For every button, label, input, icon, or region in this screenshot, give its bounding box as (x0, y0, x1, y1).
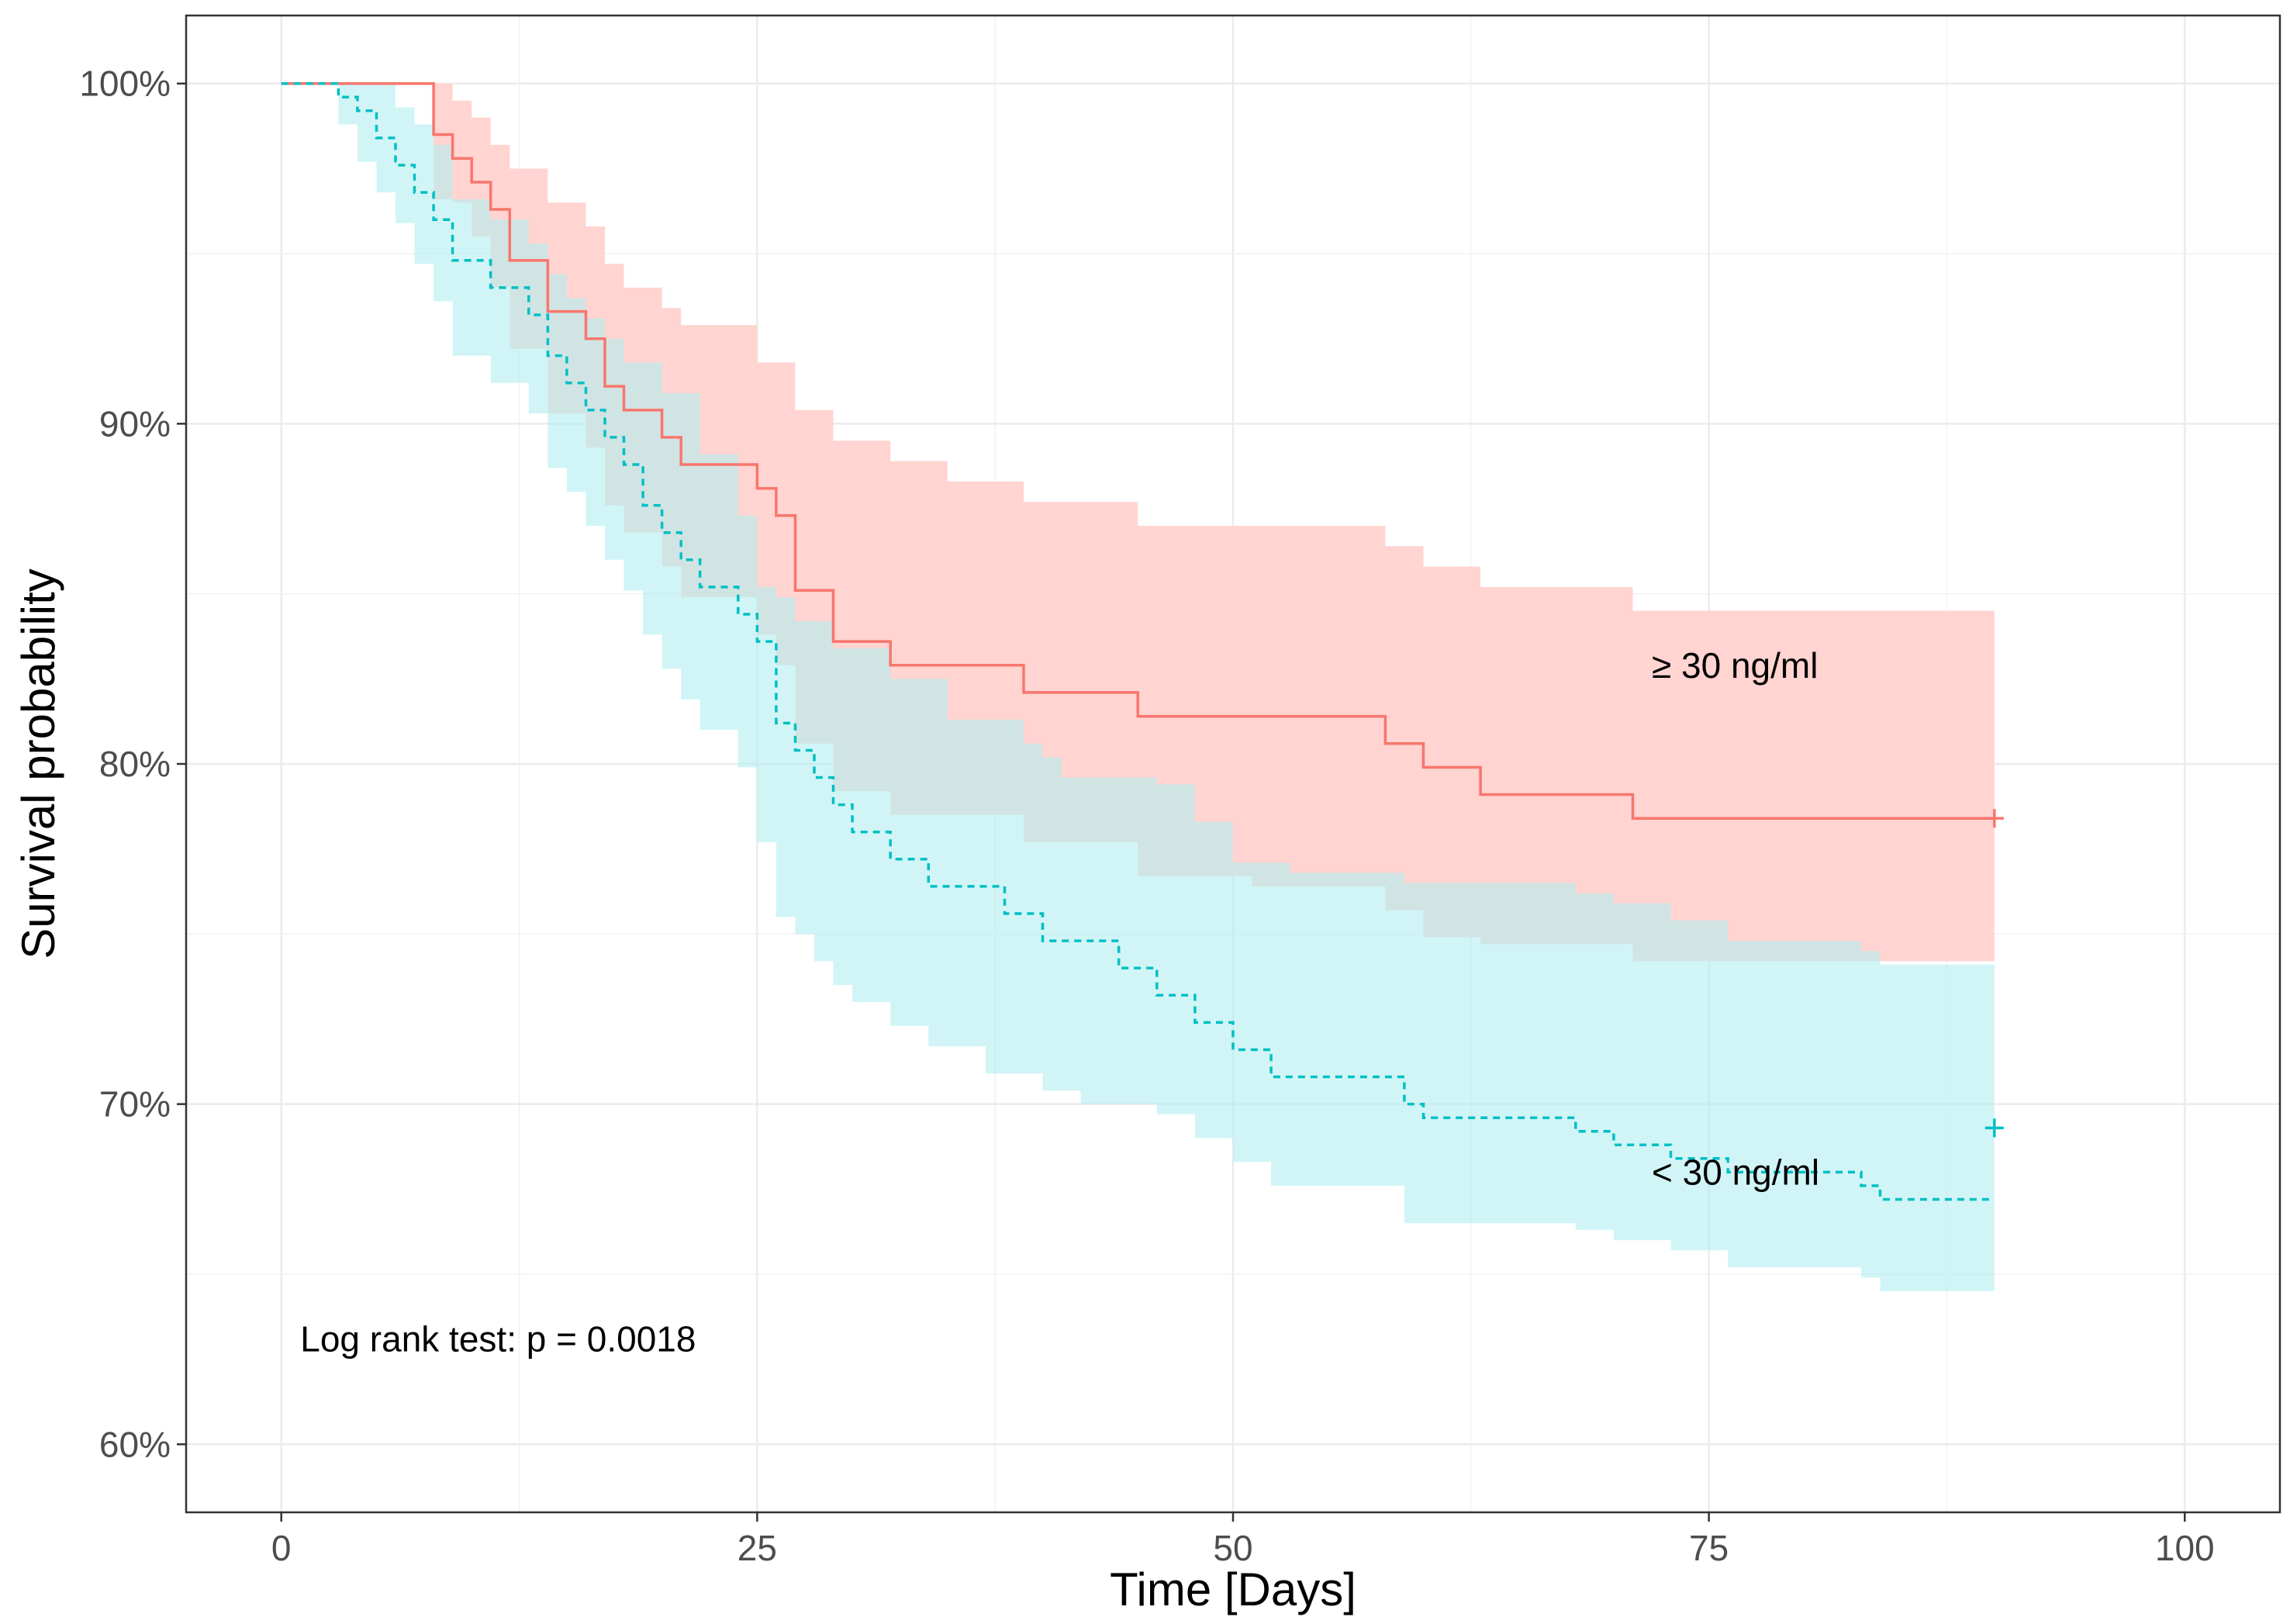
y-tick-label: 80% (99, 744, 171, 784)
x-tick-label: 25 (737, 1528, 777, 1568)
x-tick-label: 100 (2155, 1528, 2215, 1568)
y-tick-label: 100% (79, 64, 171, 104)
y-tick-label: 60% (99, 1424, 171, 1464)
survival-curve-low (281, 81, 1995, 1201)
legend-label-low: < 30 ng/ml (1652, 1152, 1819, 1192)
y-tick-label: 70% (99, 1084, 171, 1125)
confidence-bands (281, 83, 1995, 1291)
log-rank-test-label: Log rank test: p = 0.0018 (300, 1318, 696, 1359)
y-axis-title: Survival probability (12, 568, 64, 959)
x-tick-label: 50 (1213, 1528, 1252, 1568)
x-axis-title: Time [Days] (1110, 1564, 1356, 1615)
legend-label-high: ≥ 30 ng/ml (1652, 645, 1818, 686)
x-tick-label: 0 (271, 1528, 292, 1568)
y-tick-label: 90% (99, 403, 171, 444)
axes: 60% 70% 80% 90% 100% 0 25 50 75 100 (79, 64, 2214, 1568)
confidence-band-low (281, 83, 1995, 1291)
confidence-band-high (281, 83, 1995, 962)
survival-curves (281, 81, 2004, 1201)
x-tick-label: 75 (1689, 1528, 1729, 1568)
survival-curve-high (281, 81, 1995, 820)
